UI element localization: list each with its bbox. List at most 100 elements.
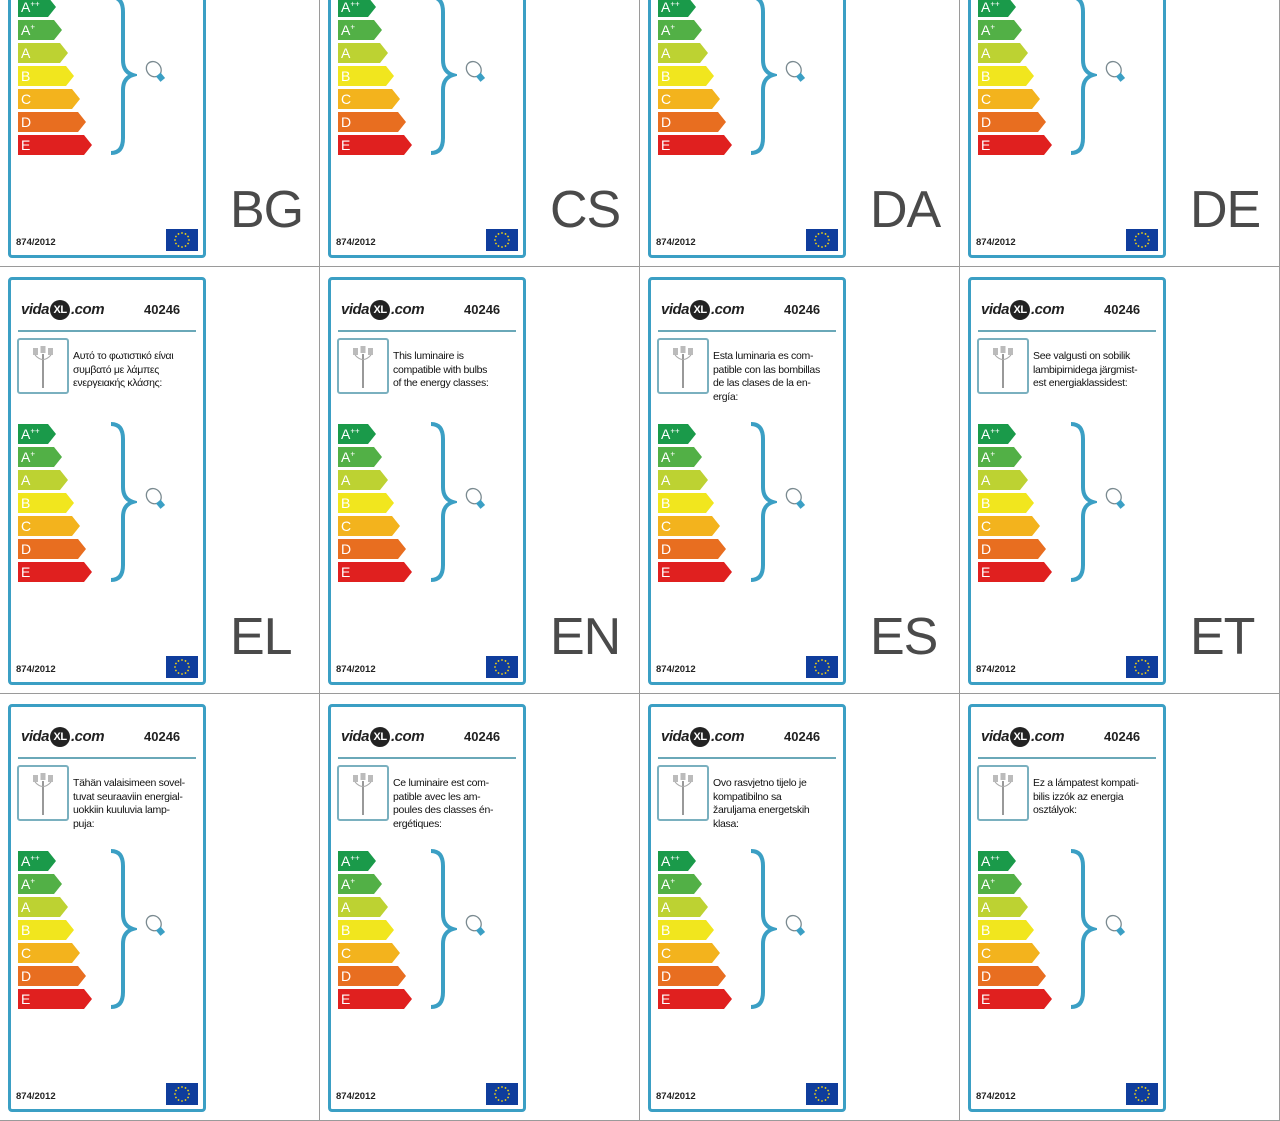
street-lamp-icon <box>657 765 709 821</box>
energy-class-plus: + <box>990 22 996 32</box>
energy-class-letter: B <box>21 68 31 84</box>
product-code: 40246 <box>144 729 181 744</box>
description-line: patible con las bombillas <box>713 363 820 376</box>
street-lamp-icon <box>17 338 69 394</box>
street-lamp-icon <box>657 338 709 394</box>
product-code: 40246 <box>464 302 501 317</box>
energy-class-letter: C <box>981 518 992 534</box>
description-line: tuvat seuraaviin energial- <box>73 790 183 803</box>
energy-class-letter: D <box>661 541 672 557</box>
product-code: 40246 <box>784 729 821 744</box>
energy-class-letter: E <box>21 137 31 153</box>
label-cell: vida XL .com 40246 This luminaire is compat… <box>320 267 640 694</box>
energy-class-arrow: A <box>658 897 708 917</box>
energy-class-arrow: A+ <box>338 20 382 40</box>
energy-class-arrow: E <box>338 135 412 155</box>
language-code: DE <box>1190 181 1261 239</box>
description-line: klasa: <box>713 817 739 830</box>
label-cell: vida XL .com 40246 Esta luminaria es com-p… <box>640 267 960 694</box>
energy-class-arrow: A++ <box>338 424 376 444</box>
logo-text: vida <box>661 300 690 318</box>
energy-class-arrow: C <box>338 943 400 963</box>
energy-class-arrow: C <box>978 89 1040 109</box>
energy-class-letter: A <box>21 876 31 892</box>
description-line: This luminaire is <box>393 350 464 362</box>
energy-class-letter: A <box>21 853 31 869</box>
energy-class-letter: E <box>21 991 31 1007</box>
energy-class-letter: A <box>981 472 991 488</box>
energy-class-letter: E <box>661 137 671 153</box>
regulation-number: 874/2012 <box>16 237 56 248</box>
energy-class-arrow: D <box>338 539 406 559</box>
energy-class-arrow: B <box>658 493 714 513</box>
energy-class-arrow: A+ <box>658 874 702 894</box>
description-line: patible avec les am- <box>393 790 481 803</box>
energy-class-plus: ++ <box>350 0 360 9</box>
energy-class-arrow: D <box>18 539 86 559</box>
product-code: 40246 <box>144 302 181 317</box>
description-line: de las clases de la en- <box>713 377 811 389</box>
language-code: DA <box>870 181 941 239</box>
product-code: 40246 <box>784 302 821 317</box>
energy-class-arrow: B <box>658 66 714 86</box>
energy-class-arrow: D <box>18 966 86 986</box>
description-line: συμβατό με λάμπες <box>73 363 160 376</box>
energy-class-letter: A <box>341 426 351 442</box>
energy-class-plus: ++ <box>670 426 680 436</box>
eu-flag-icon <box>806 1083 838 1105</box>
energy-class-plus: ++ <box>350 853 360 863</box>
energy-class-letter: B <box>341 495 351 511</box>
energy-class-letter: A <box>661 853 671 869</box>
energy-class-arrow: A <box>18 897 68 917</box>
energy-label-card: vida XL .com 40246 Ce luminaire est com-pa… <box>328 704 526 1112</box>
energy-class-letter: D <box>341 968 352 984</box>
energy-class-letter: A <box>21 899 31 915</box>
energy-class-arrow: A <box>658 470 708 490</box>
brace-icon <box>750 0 777 155</box>
energy-class-plus: + <box>990 449 996 459</box>
energy-class-letter: D <box>21 114 32 130</box>
brand-logo: vida XL .com <box>341 300 425 320</box>
energy-class-plus: + <box>350 22 356 32</box>
energy-class-letter: A <box>661 899 671 915</box>
language-code: ET <box>1190 608 1255 666</box>
description-line: ενεργειακής κλάσης: <box>73 377 162 389</box>
energy-class-letter: D <box>661 968 672 984</box>
energy-class-arrow: E <box>18 989 92 1009</box>
description-line: žaruljama energetskih <box>713 804 810 816</box>
description-line: Ez a lámpatest kompati- <box>1033 777 1139 789</box>
label-cell: vida XL .com 40246 Ce luminaire est com-pa… <box>320 694 640 1121</box>
street-lamp-icon <box>977 765 1029 821</box>
label-cell: vida XL .com 40246 Αυτό το φωτιστικό είναι… <box>0 267 320 694</box>
description-line: ergía: <box>713 390 739 403</box>
compatibility-text: Ovo rasvjetno tijelo je kompatibilno sa ža… <box>713 777 848 831</box>
regulation-number: 874/2012 <box>976 1091 1016 1102</box>
energy-class-letter: E <box>981 564 991 580</box>
energy-class-arrow: C <box>978 516 1040 536</box>
energy-class-letter: A <box>981 899 991 915</box>
energy-class-arrow: C <box>978 943 1040 963</box>
energy-class-plus: ++ <box>990 426 1000 436</box>
energy-class-letter: A <box>341 449 351 465</box>
light-bulb-icon <box>465 487 486 509</box>
description-line: Esta luminaria es com- <box>713 350 814 362</box>
energy-class-letter: D <box>341 541 352 557</box>
energy-class-arrow: A++ <box>658 424 696 444</box>
divider <box>978 757 1156 759</box>
compatibility-text: Ce luminaire est com-patible avec les am… <box>393 777 528 831</box>
energy-class-arrow: E <box>18 135 92 155</box>
energy-class-arrow: B <box>658 920 714 940</box>
brand-logo: vida XL .com <box>981 300 1065 320</box>
description-line: lambipirnidega järgmist- <box>1033 363 1138 376</box>
brace-icon <box>430 849 457 1009</box>
light-bulb-icon <box>785 60 806 82</box>
regulation-number: 874/2012 <box>976 237 1016 248</box>
description-line: Αυτό το φωτιστικό είναι <box>73 350 174 362</box>
description-line: compatible with bulbs <box>393 363 488 376</box>
energy-class-arrow: E <box>658 135 732 155</box>
description-line: uokkiin kuuluvia lamp- <box>73 804 170 816</box>
energy-class-letter: C <box>661 518 672 534</box>
language-code: EL <box>230 608 293 666</box>
logo-mark: XL <box>1010 300 1031 320</box>
regulation-number: 874/2012 <box>976 664 1016 675</box>
